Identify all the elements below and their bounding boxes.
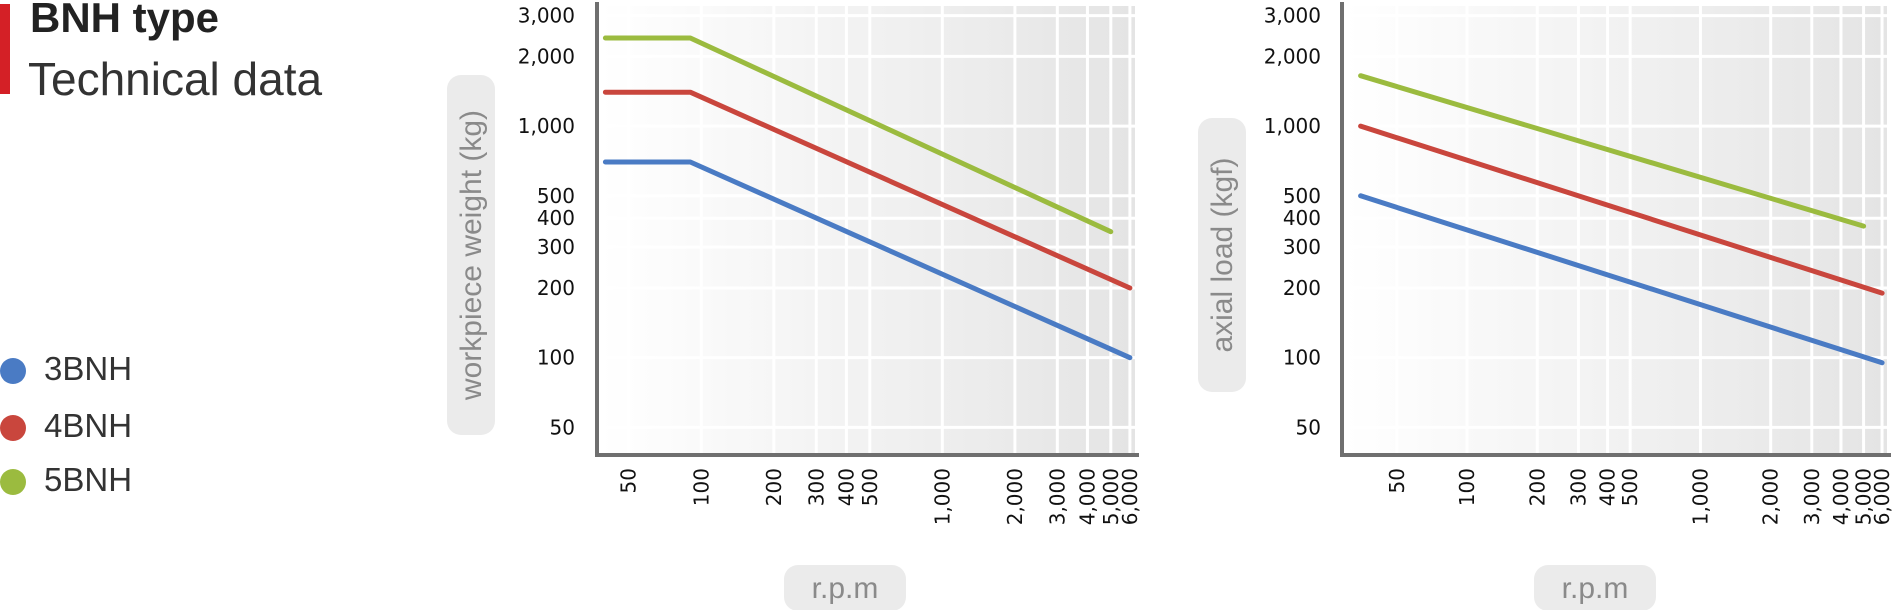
x-axis-label-pill — [784, 565, 906, 610]
x-tick-label: 3,000 — [1045, 468, 1069, 525]
y-tick-label: 200 — [537, 276, 575, 300]
x-tick-label: 400 — [834, 468, 858, 506]
series-line-3bnh — [1358, 193, 1885, 366]
y-tick-label: 300 — [1283, 235, 1321, 259]
plot-background — [600, 6, 1135, 455]
y-tick-label: 100 — [1283, 346, 1321, 370]
y-tick-label: 3,000 — [1264, 4, 1321, 28]
legend-swatch-4bnh — [0, 415, 26, 441]
y-tick-label: 50 — [1296, 415, 1321, 439]
series-line-3bnh — [602, 159, 1133, 361]
x-axis-label: r.p.m — [1562, 572, 1629, 605]
x-tick-label: 100 — [689, 468, 713, 506]
legend-label-5bnh: 5BNH — [44, 461, 133, 498]
series-line-5bnh — [602, 35, 1114, 235]
y-tick-label: 400 — [537, 206, 575, 230]
x-tick-label: 500 — [858, 468, 882, 506]
y-tick-label: 200 — [1283, 276, 1321, 300]
series-line-5bnh — [1358, 73, 1867, 229]
y-tick-label: 300 — [537, 235, 575, 259]
x-tick-label: 500 — [1618, 468, 1642, 506]
y-tick-label: 2,000 — [1264, 44, 1321, 68]
x-tick-label: 200 — [1525, 468, 1549, 506]
grid-lines — [1345, 6, 1887, 455]
y-tick-label: 500 — [1283, 184, 1321, 208]
title-accent-bar — [0, 4, 10, 94]
x-tick-label: 300 — [1566, 468, 1590, 506]
x-tick-label: 1,000 — [930, 468, 954, 525]
x-tick-label: 100 — [1455, 468, 1479, 506]
legend-label-3bnh: 3BNH — [44, 350, 133, 387]
y-tick-label: 1,000 — [518, 114, 575, 138]
x-tick-label: 1,000 — [1688, 468, 1712, 525]
plot-background — [1345, 6, 1887, 455]
y-tick-label: 50 — [550, 415, 575, 439]
x-tick-label: 400 — [1596, 468, 1620, 506]
y-axis-label-pill — [447, 75, 495, 435]
x-tick-label: 5,000 — [1852, 468, 1876, 525]
x-tick-label: 300 — [804, 468, 828, 506]
series-line-4bnh — [602, 89, 1133, 291]
x-axis-label: r.p.m — [812, 572, 879, 605]
legend-swatch-5bnh — [0, 469, 26, 495]
x-tick-label: 2,000 — [1759, 468, 1783, 525]
y-tick-label: 1,000 — [1264, 114, 1321, 138]
series-line-4bnh — [1358, 123, 1885, 296]
x-axis-label-pill — [1534, 565, 1656, 610]
y-tick-label: 400 — [1283, 206, 1321, 230]
legend-label-4bnh: 4BNH — [44, 407, 133, 444]
y-tick-label: 3,000 — [518, 4, 575, 28]
y-tick-label: 2,000 — [518, 44, 575, 68]
x-tick-label: 6,000 — [1870, 468, 1894, 525]
page-subtitle: Technical data — [28, 53, 323, 105]
legend-swatch-3bnh — [0, 358, 26, 384]
y-axis-label: workpiece weight (kg) — [455, 110, 488, 401]
y-tick-label: 500 — [537, 184, 575, 208]
x-tick-label: 4,000 — [1075, 468, 1099, 525]
x-tick-label: 2,000 — [1003, 468, 1027, 525]
x-tick-label: 200 — [762, 468, 786, 506]
x-tick-label: 6,000 — [1118, 468, 1142, 525]
y-axis-label: axial load (kgf) — [1206, 157, 1239, 352]
x-tick-label: 50 — [1385, 468, 1409, 493]
y-tick-label: 100 — [537, 346, 575, 370]
x-tick-label: 3,000 — [1800, 468, 1824, 525]
page-title: BNH type — [30, 0, 220, 41]
x-tick-label: 50 — [617, 468, 641, 493]
x-tick-label: 4,000 — [1829, 468, 1853, 525]
x-tick-label: 5,000 — [1099, 468, 1123, 525]
y-axis-label-pill — [1198, 118, 1246, 392]
